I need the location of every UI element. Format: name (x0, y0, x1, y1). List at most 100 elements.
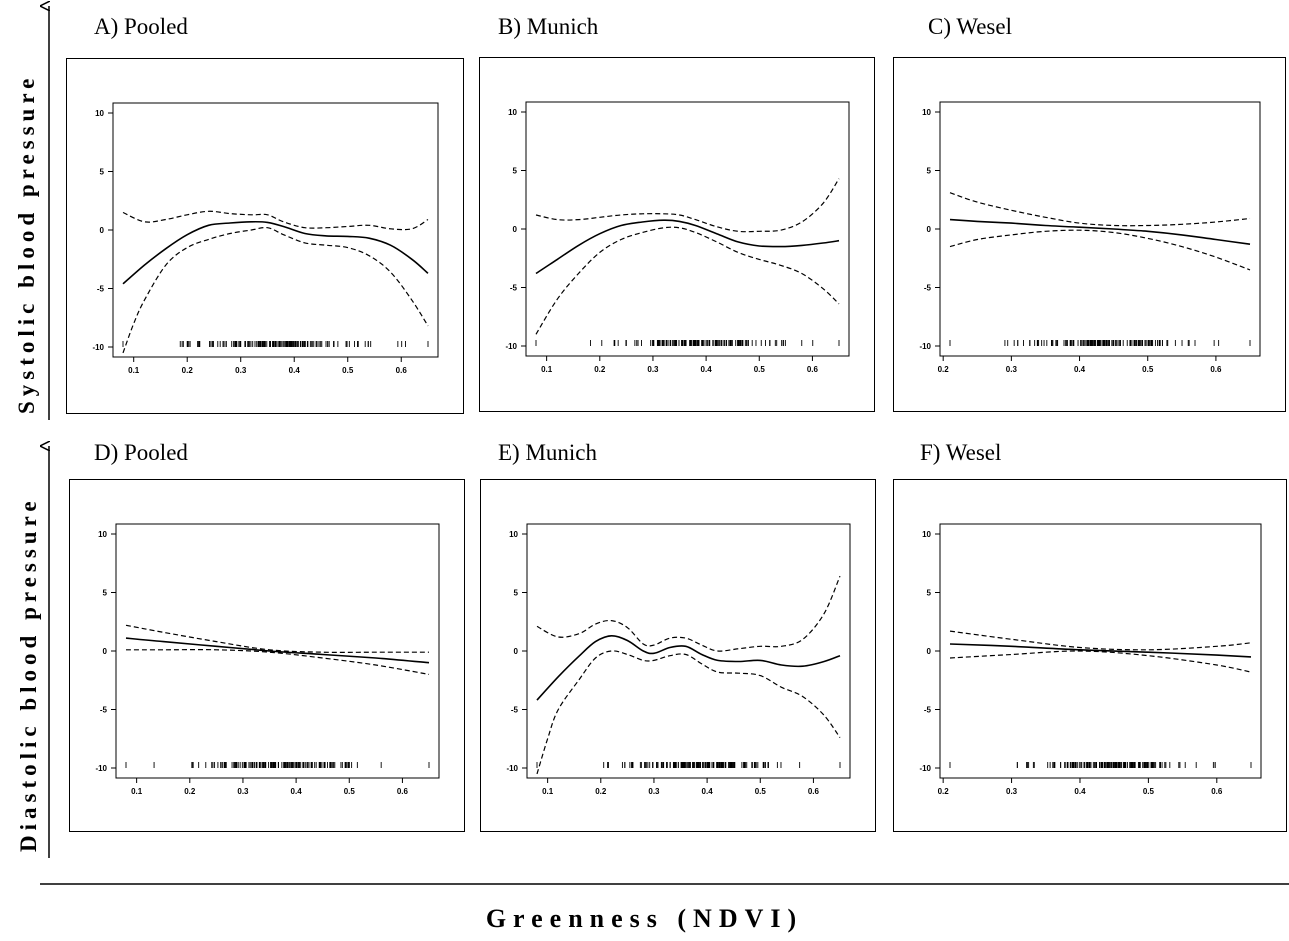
upper-ci-line (125, 624, 429, 653)
x-tick-label: 0.6 (807, 365, 819, 374)
y-tick-label: -10 (506, 764, 518, 773)
y-tick-label: 5 (514, 589, 519, 598)
x-tick-label: 0.3 (647, 365, 659, 374)
y-tick-label: -5 (511, 706, 519, 715)
y-tick-label: 0 (100, 226, 105, 235)
x-tick-label: 0.3 (648, 787, 660, 796)
upper-ci-line (122, 210, 429, 231)
x-tick-label: 0.2 (594, 365, 606, 374)
panel-title-e: E) Munich (498, 440, 598, 465)
y-tick-label: -5 (97, 285, 105, 294)
y-tick-label: 5 (927, 167, 932, 176)
upper-ci-line (536, 575, 841, 652)
y-tick-label: -10 (505, 342, 517, 351)
y-tick-label: 0 (514, 647, 519, 656)
estimate-line (125, 637, 430, 664)
diastolic-row-label: Diastolic blood pressure (16, 496, 41, 852)
panel-title-b: B) Munich (498, 14, 599, 39)
plot-box (526, 523, 851, 779)
y-tick-label: -5 (924, 706, 932, 715)
x-tick-label: 0.4 (702, 787, 714, 796)
x-tick-label: 0.4 (289, 366, 301, 375)
y-tick-label: -10 (92, 343, 104, 352)
panel-title-d: D) Pooled (94, 440, 188, 465)
lower-ci-line (535, 226, 840, 335)
lower-ci-line (126, 649, 430, 675)
x-tick-label: 0.2 (182, 366, 194, 375)
y-tick-label: 0 (927, 225, 932, 234)
y-tick-label: -10 (95, 764, 107, 773)
x-tick-label: 0.6 (397, 787, 409, 796)
y-tick-label: -5 (924, 284, 932, 293)
panel-b-chart: 10 5 0 -5 -10 0.1 0.2 0.3 0.4 0.5 0.6 (505, 101, 850, 374)
x-tick-label: 0.5 (344, 787, 356, 796)
x-tick-label: 0.1 (131, 787, 143, 796)
estimate-line (535, 219, 840, 275)
x-tick-label: 0.2 (938, 365, 950, 374)
y-tick-label: 5 (100, 168, 105, 177)
x-axis-title: Greenness (NDVI) (485, 904, 804, 933)
y-tick-label: 10 (922, 108, 931, 117)
upper-ci-line (535, 178, 840, 233)
upper-ci-line (949, 192, 1251, 227)
y-tick-label: -5 (100, 706, 108, 715)
panel-a-frame: 10 5 0 -5 -10 0.1 0.2 0.3 0.4 0.5 0.6 (66, 58, 464, 414)
panel-d-chart: 10 5 0 -5 -10 0.1 0.2 0.3 0.4 0.5 0.6 (95, 523, 440, 796)
x-tick-label: 0.5 (1142, 365, 1154, 374)
panel-c-frame: 10 5 0 -5 -10 0.2 0.3 0.4 0.5 0.6 (893, 57, 1286, 412)
y-tick-label: 5 (103, 589, 108, 598)
panel-b-frame: 10 5 0 -5 -10 0.1 0.2 0.3 0.4 0.5 0.6 (479, 57, 875, 412)
y-tick-label: 10 (509, 530, 518, 539)
panel-title-c: C) Wesel (928, 14, 1012, 39)
estimate-line (949, 643, 1252, 658)
y-tick-label: 5 (927, 589, 932, 598)
panel-d-frame: 10 5 0 -5 -10 0.1 0.2 0.3 0.4 0.5 0.6 (69, 479, 465, 832)
x-tick-label: 0.1 (128, 366, 140, 375)
x-tick-label: 0.3 (237, 787, 249, 796)
x-tick-label: 0.5 (1143, 787, 1155, 796)
x-tick-label: 0.3 (1006, 787, 1018, 796)
x-tick-label: 0.1 (541, 365, 553, 374)
panel-f-chart: 10 5 0 -5 -10 0.2 0.3 0.4 0.5 0.6 (919, 523, 1262, 796)
x-tick-label: 0.6 (396, 366, 408, 375)
x-tick-label: 0.5 (754, 365, 766, 374)
plot-box (525, 101, 850, 357)
y-tick-label: 0 (103, 647, 108, 656)
upper-ci-line (949, 630, 1252, 651)
lower-ci-line (949, 650, 1252, 673)
x-tick-label: 0.5 (342, 366, 354, 375)
panel-e-frame: 10 5 0 -5 -10 0.1 0.2 0.3 0.4 0.5 0.6 (480, 479, 876, 832)
x-tick-label: 0.4 (701, 365, 713, 374)
x-tick-label: 0.4 (1074, 365, 1086, 374)
panel-a-chart: 10 5 0 -5 -10 0.1 0.2 0.3 0.4 0.5 0.6 (92, 102, 439, 375)
x-tick-label: 0.4 (291, 787, 303, 796)
lower-ci-line (536, 650, 841, 775)
panel-e-chart: 10 5 0 -5 -10 0.1 0.2 0.3 0.4 0.5 0.6 (506, 523, 851, 796)
y-tick-label: 0 (927, 647, 932, 656)
panel-c-chart: 10 5 0 -5 -10 0.2 0.3 0.4 0.5 0.6 (919, 101, 1261, 374)
x-tick-label: 0.6 (1210, 365, 1222, 374)
x-tick-label: 0.6 (1211, 787, 1223, 796)
estimate-line (122, 220, 429, 285)
x-tick-label: 0.4 (1074, 787, 1086, 796)
panel-title-a: A) Pooled (94, 14, 188, 39)
x-tick-label: 0.2 (938, 787, 950, 796)
x-tick-label: 0.6 (808, 787, 820, 796)
x-tick-label: 0.2 (184, 787, 196, 796)
y-tick-label: 10 (95, 109, 104, 118)
lower-ci-line (949, 229, 1251, 271)
y-tick-label: -10 (919, 342, 931, 351)
x-tick-label: 0.3 (1006, 365, 1018, 374)
y-tick-label: 10 (922, 530, 931, 539)
y-tick-label: 10 (508, 108, 517, 117)
panel-f-frame: 10 5 0 -5 -10 0.2 0.3 0.4 0.5 0.6 (893, 479, 1287, 832)
x-tick-label: 0.5 (755, 787, 767, 796)
estimate-line (536, 634, 841, 701)
y-tick-label: -10 (919, 764, 931, 773)
y-tick-label: 5 (513, 167, 518, 176)
y-tick-label: -5 (510, 284, 518, 293)
panel-title-f: F) Wesel (920, 440, 1002, 465)
y-tick-label: 0 (513, 225, 518, 234)
